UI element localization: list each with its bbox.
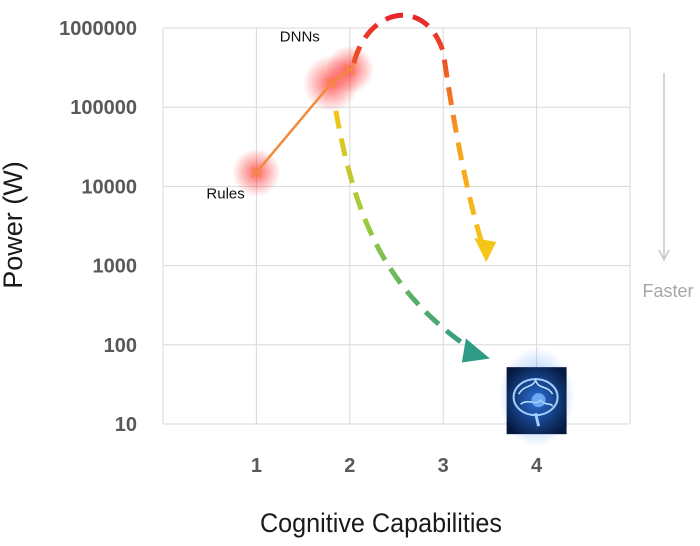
annotation-label: Rules	[206, 185, 244, 202]
x-tick-label: 4	[531, 455, 543, 477]
annotations: Rules DNNs	[206, 28, 319, 202]
marker-stroke	[325, 77, 337, 90]
faster-indicator: Faster	[642, 73, 694, 301]
y-tick-label: 1000	[93, 256, 138, 278]
marker-stroke	[344, 63, 356, 76]
y-axis-title: Power (W)	[0, 161, 28, 289]
x-tick-labels: 1 2 3 4	[251, 455, 543, 477]
faster-label: Faster	[642, 281, 693, 301]
trend-arrow-bottom-head	[461, 338, 490, 363]
y-tick-labels: 10 100 1000 10000 100000 1000000	[59, 18, 137, 436]
data-series	[250, 63, 356, 179]
data-point-marker	[344, 63, 356, 76]
brain-stem	[534, 412, 541, 427]
y-tick-label: 10000	[81, 176, 137, 198]
grid-lines	[162, 27, 631, 425]
glow-highlights	[232, 45, 374, 197]
trend-arrow-top	[351, 12, 488, 255]
annotation-label: DNNs	[280, 28, 320, 45]
faster-arrow-head	[658, 249, 670, 262]
brain-icon	[498, 347, 575, 448]
trend-arrow-top-head	[474, 238, 497, 263]
x-axis-title: Cognitive Capabilities	[260, 508, 502, 538]
trend-arrow-bottom	[333, 110, 478, 355]
data-point-marker	[250, 166, 263, 179]
y-tick-label: 1000000	[59, 18, 137, 40]
y-tick-label: 10	[115, 414, 137, 436]
x-tick-label: 2	[344, 455, 355, 477]
brain-fold-line	[517, 377, 554, 395]
marker-stroke	[250, 166, 263, 179]
trend-arrows	[333, 12, 497, 363]
y-tick-label: 100	[104, 335, 137, 357]
x-tick-label: 1	[251, 455, 262, 477]
y-tick-label: 100000	[70, 97, 137, 119]
data-point-marker	[325, 77, 337, 90]
brain-glow-spot	[531, 393, 546, 408]
x-tick-label: 3	[438, 455, 449, 477]
